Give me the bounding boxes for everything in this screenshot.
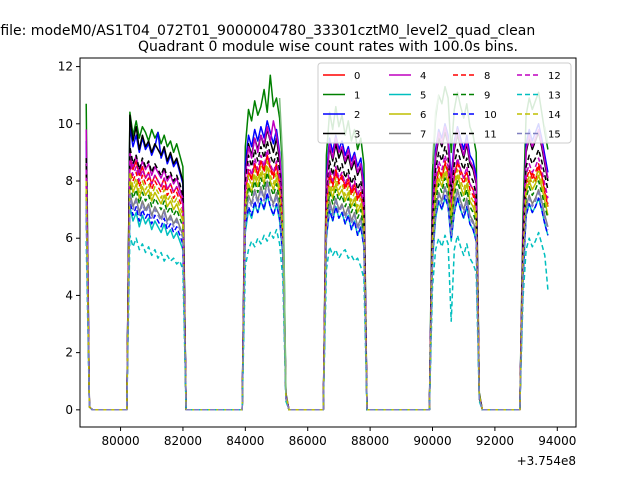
x-tick-label: 90000 bbox=[413, 434, 451, 448]
legend-label-3: 3 bbox=[354, 130, 360, 141]
series-line-15 bbox=[85, 183, 549, 411]
series-line-4 bbox=[85, 120, 549, 411]
legend-label-0: 0 bbox=[354, 71, 360, 82]
y-tick-label: 8 bbox=[65, 174, 73, 188]
legend-label-15: 15 bbox=[548, 130, 561, 141]
x-tick-label: 80000 bbox=[101, 434, 139, 448]
series-line-13 bbox=[85, 228, 549, 411]
series-line-8 bbox=[85, 154, 549, 411]
extra-series-line-0 bbox=[278, 97, 287, 393]
legend-label-8: 8 bbox=[484, 71, 490, 82]
x-tick-label: 94000 bbox=[538, 434, 576, 448]
legend-label-11: 11 bbox=[484, 130, 497, 141]
figure-suptitle: n file: modeM0/AS1T04_072T01_9000004780_… bbox=[0, 23, 535, 39]
series-line-14 bbox=[85, 160, 549, 411]
legend-label-4: 4 bbox=[420, 71, 426, 82]
x-tick-label: 92000 bbox=[476, 434, 514, 448]
x-axis: 80000 82000 84000 86000 88000 90000 92000 94000 bbox=[101, 427, 576, 448]
legend-label-12: 12 bbox=[548, 71, 561, 82]
y-axis: 0 2 4 6 8 10 12 bbox=[58, 60, 80, 417]
legend-label-7: 7 bbox=[420, 130, 426, 141]
y-tick-label: 10 bbox=[58, 117, 73, 131]
legend-label-14: 14 bbox=[548, 110, 561, 121]
series-line-12 bbox=[85, 148, 549, 411]
series-line-11 bbox=[85, 140, 549, 411]
x-tick-label: 84000 bbox=[226, 434, 264, 448]
legend-label-5: 5 bbox=[420, 91, 426, 102]
x-axis-offset-label: +3.754e8 bbox=[517, 454, 576, 468]
legend-box bbox=[317, 62, 572, 144]
plot-frame bbox=[79, 57, 577, 428]
legend-label-1: 1 bbox=[354, 91, 360, 102]
legend-label-2: 2 bbox=[354, 110, 360, 121]
legend-label-10: 10 bbox=[484, 110, 497, 121]
x-tick-label: 88000 bbox=[351, 434, 389, 448]
y-tick-label: 4 bbox=[65, 288, 73, 302]
legend-label-9: 9 bbox=[484, 91, 490, 102]
x-tick-label: 86000 bbox=[289, 434, 327, 448]
legend-label-13: 13 bbox=[548, 91, 561, 102]
y-tick-label: 6 bbox=[65, 231, 73, 245]
legend-label-6: 6 bbox=[420, 110, 426, 121]
x-tick-label: 82000 bbox=[164, 434, 202, 448]
chart-title: Quadrant 0 module wise count rates with … bbox=[138, 39, 518, 55]
series-line-9 bbox=[85, 171, 549, 411]
y-tick-label: 12 bbox=[58, 60, 73, 74]
y-tick-label: 2 bbox=[65, 346, 73, 360]
y-tick-label: 0 bbox=[65, 403, 73, 417]
